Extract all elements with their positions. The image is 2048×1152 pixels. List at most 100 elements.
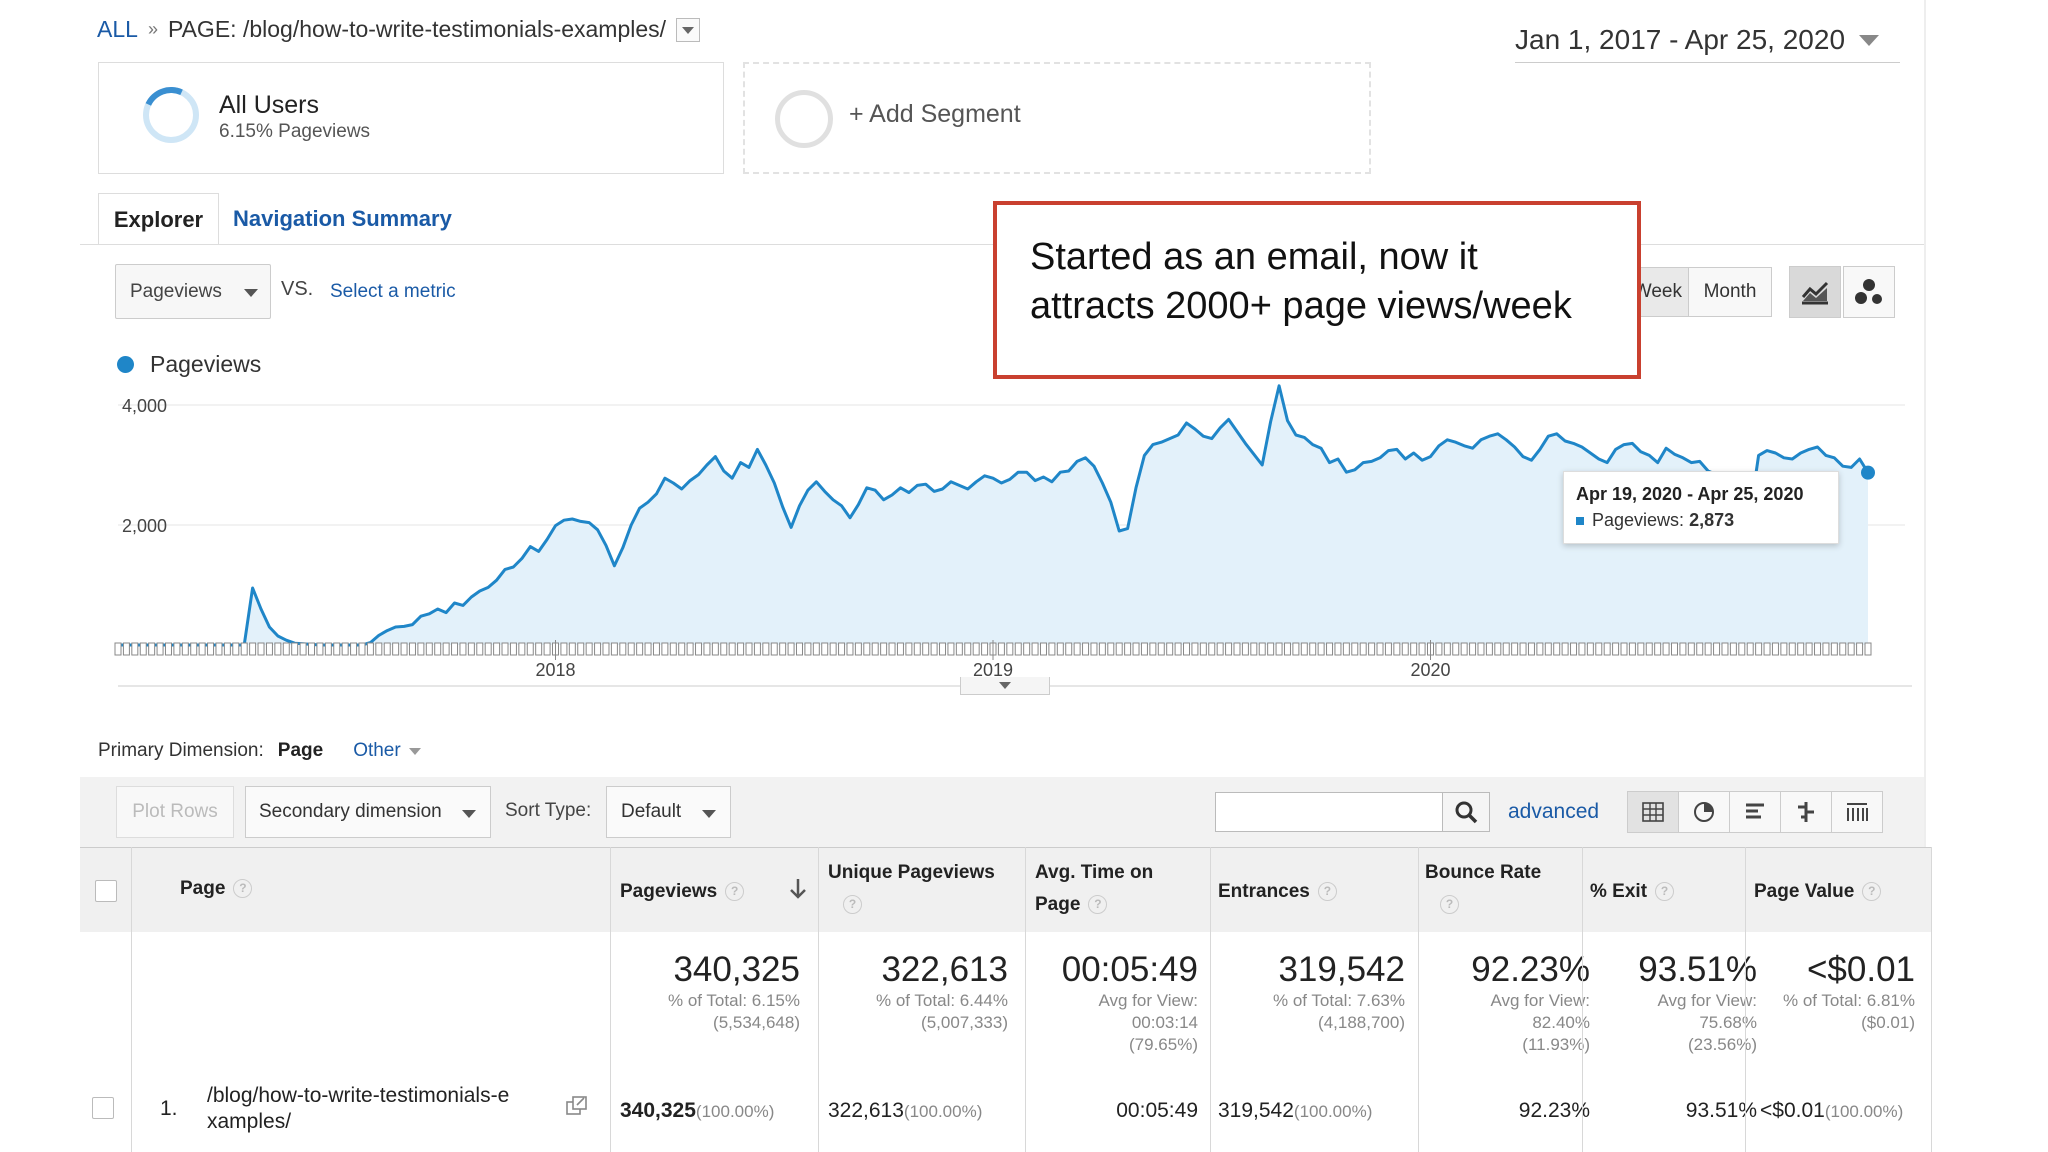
- annotation-marker[interactable]: [1090, 642, 1098, 656]
- metric-dropdown[interactable]: Pageviews: [115, 264, 271, 319]
- annotation-marker[interactable]: [114, 642, 122, 656]
- column-header-unique-pageviews[interactable]: Unique Pageviews?: [828, 857, 995, 921]
- annotation-marker[interactable]: [602, 642, 610, 656]
- annotation-marker[interactable]: [131, 642, 139, 656]
- annotation-marker[interactable]: [1216, 642, 1224, 656]
- annotation-marker[interactable]: [1856, 642, 1864, 656]
- annotation-marker[interactable]: [905, 642, 913, 656]
- motion-chart-button[interactable]: [1843, 266, 1895, 318]
- annotation-marker[interactable]: [509, 642, 517, 656]
- annotation-marker[interactable]: [1511, 642, 1519, 656]
- annotation-marker[interactable]: [207, 642, 215, 656]
- annotation-marker[interactable]: [1645, 642, 1653, 656]
- annotation-marker[interactable]: [1687, 642, 1695, 656]
- annotation-marker[interactable]: [1670, 642, 1678, 656]
- annotation-marker[interactable]: [1258, 642, 1266, 656]
- breadcrumb-dropdown-button[interactable]: [676, 17, 701, 42]
- annotation-marker[interactable]: [1368, 642, 1376, 656]
- annotation-marker[interactable]: [997, 642, 1005, 656]
- annotation-marker[interactable]: [787, 642, 795, 656]
- annotation-marker[interactable]: [1721, 642, 1729, 656]
- annotation-marker[interactable]: [1031, 642, 1039, 656]
- annotation-marker[interactable]: [501, 642, 509, 656]
- annotation-marker[interactable]: [1115, 642, 1123, 656]
- annotation-marker[interactable]: [518, 642, 526, 656]
- annotation-marker[interactable]: [577, 642, 585, 656]
- annotation-marker[interactable]: [1384, 642, 1392, 656]
- pageviews-chart[interactable]: 4,000 2,000 2018 2019 2020: [0, 0, 2048, 720]
- annotation-marker[interactable]: [610, 642, 618, 656]
- annotation-marker[interactable]: [1713, 642, 1721, 656]
- annotation-marker[interactable]: [484, 642, 492, 656]
- annotation-marker[interactable]: [1544, 642, 1552, 656]
- week-button[interactable]: Week: [1638, 267, 1688, 317]
- annotation-marker[interactable]: [838, 642, 846, 656]
- annotation-marker[interactable]: [493, 642, 501, 656]
- annotation-marker[interactable]: [770, 642, 778, 656]
- column-header-avg-time[interactable]: Avg. Time on Page?: [1035, 857, 1153, 921]
- annotation-marker[interactable]: [1065, 642, 1073, 656]
- annotation-marker[interactable]: [400, 642, 408, 656]
- pie-view-button[interactable]: [1678, 791, 1730, 833]
- pivot-view-button[interactable]: [1831, 791, 1883, 833]
- annotation-marker[interactable]: [1586, 642, 1594, 656]
- annotation-marker[interactable]: [1140, 642, 1148, 656]
- annotation-marker[interactable]: [1746, 642, 1754, 656]
- annotation-marker[interactable]: [1771, 642, 1779, 656]
- annotation-marker[interactable]: [1107, 642, 1115, 656]
- date-range-picker[interactable]: Jan 1, 2017 - Apr 25, 2020: [1515, 18, 1900, 63]
- annotation-marker[interactable]: [1292, 642, 1300, 656]
- annotation-marker[interactable]: [459, 642, 467, 656]
- annotation-marker[interactable]: [308, 642, 316, 656]
- annotation-marker[interactable]: [1460, 642, 1468, 656]
- column-header-pageviews[interactable]: Pageviews?: [620, 876, 745, 908]
- annotation-marker[interactable]: [122, 642, 130, 656]
- annotation-marker[interactable]: [871, 642, 879, 656]
- annotation-marker[interactable]: [888, 642, 896, 656]
- help-icon[interactable]: ?: [1088, 895, 1108, 915]
- annotation-marker[interactable]: [1132, 642, 1140, 656]
- annotation-marker[interactable]: [779, 642, 787, 656]
- annotation-marker[interactable]: [922, 642, 930, 656]
- annotation-marker[interactable]: [1401, 642, 1409, 656]
- annotation-marker[interactable]: [1797, 642, 1805, 656]
- annotation-marker[interactable]: [1603, 642, 1611, 656]
- annotation-marker[interactable]: [594, 642, 602, 656]
- annotation-marker[interactable]: [1755, 642, 1763, 656]
- row-page-link[interactable]: /blog/how-to-write-testimonials-e xample…: [207, 1083, 509, 1135]
- annotation-marker[interactable]: [223, 642, 231, 656]
- annotation-marker[interactable]: [880, 642, 888, 656]
- annotation-marker[interactable]: [737, 642, 745, 656]
- annotation-marker[interactable]: [644, 642, 652, 656]
- annotation-marker[interactable]: [1620, 642, 1628, 656]
- annotation-marker[interactable]: [955, 642, 963, 656]
- annotation-marker[interactable]: [1166, 642, 1174, 656]
- annotation-marker[interactable]: [1612, 642, 1620, 656]
- annotation-marker[interactable]: [1208, 642, 1216, 656]
- annotation-marker[interactable]: [1275, 642, 1283, 656]
- annotation-marker[interactable]: [1494, 642, 1502, 656]
- annotation-marker[interactable]: [324, 642, 332, 656]
- annotation-marker[interactable]: [661, 642, 669, 656]
- annotation-marker[interactable]: [795, 642, 803, 656]
- annotation-marker[interactable]: [1814, 642, 1822, 656]
- annotation-marker[interactable]: [1822, 642, 1830, 656]
- annotation-marker[interactable]: [1351, 642, 1359, 656]
- annotation-marker[interactable]: [1788, 642, 1796, 656]
- annotation-marker[interactable]: [366, 642, 374, 656]
- annotation-marker[interactable]: [215, 642, 223, 656]
- annotation-marker[interactable]: [568, 642, 576, 656]
- annotation-marker[interactable]: [282, 642, 290, 656]
- help-icon[interactable]: ?: [1655, 882, 1675, 902]
- select-all-checkbox[interactable]: [95, 880, 117, 902]
- annotation-marker[interactable]: [375, 642, 383, 656]
- annotation-marker[interactable]: [1241, 642, 1249, 656]
- annotation-marker[interactable]: [173, 642, 181, 656]
- annotation-marker[interactable]: [1233, 642, 1241, 656]
- annotation-marker[interactable]: [939, 642, 947, 656]
- annotation-marker[interactable]: [812, 642, 820, 656]
- annotation-marker[interactable]: [1039, 642, 1047, 656]
- tab-navigation-summary[interactable]: Navigation Summary: [233, 206, 452, 231]
- annotation-marker[interactable]: [291, 642, 299, 656]
- plot-rows-button[interactable]: Plot Rows: [116, 786, 234, 838]
